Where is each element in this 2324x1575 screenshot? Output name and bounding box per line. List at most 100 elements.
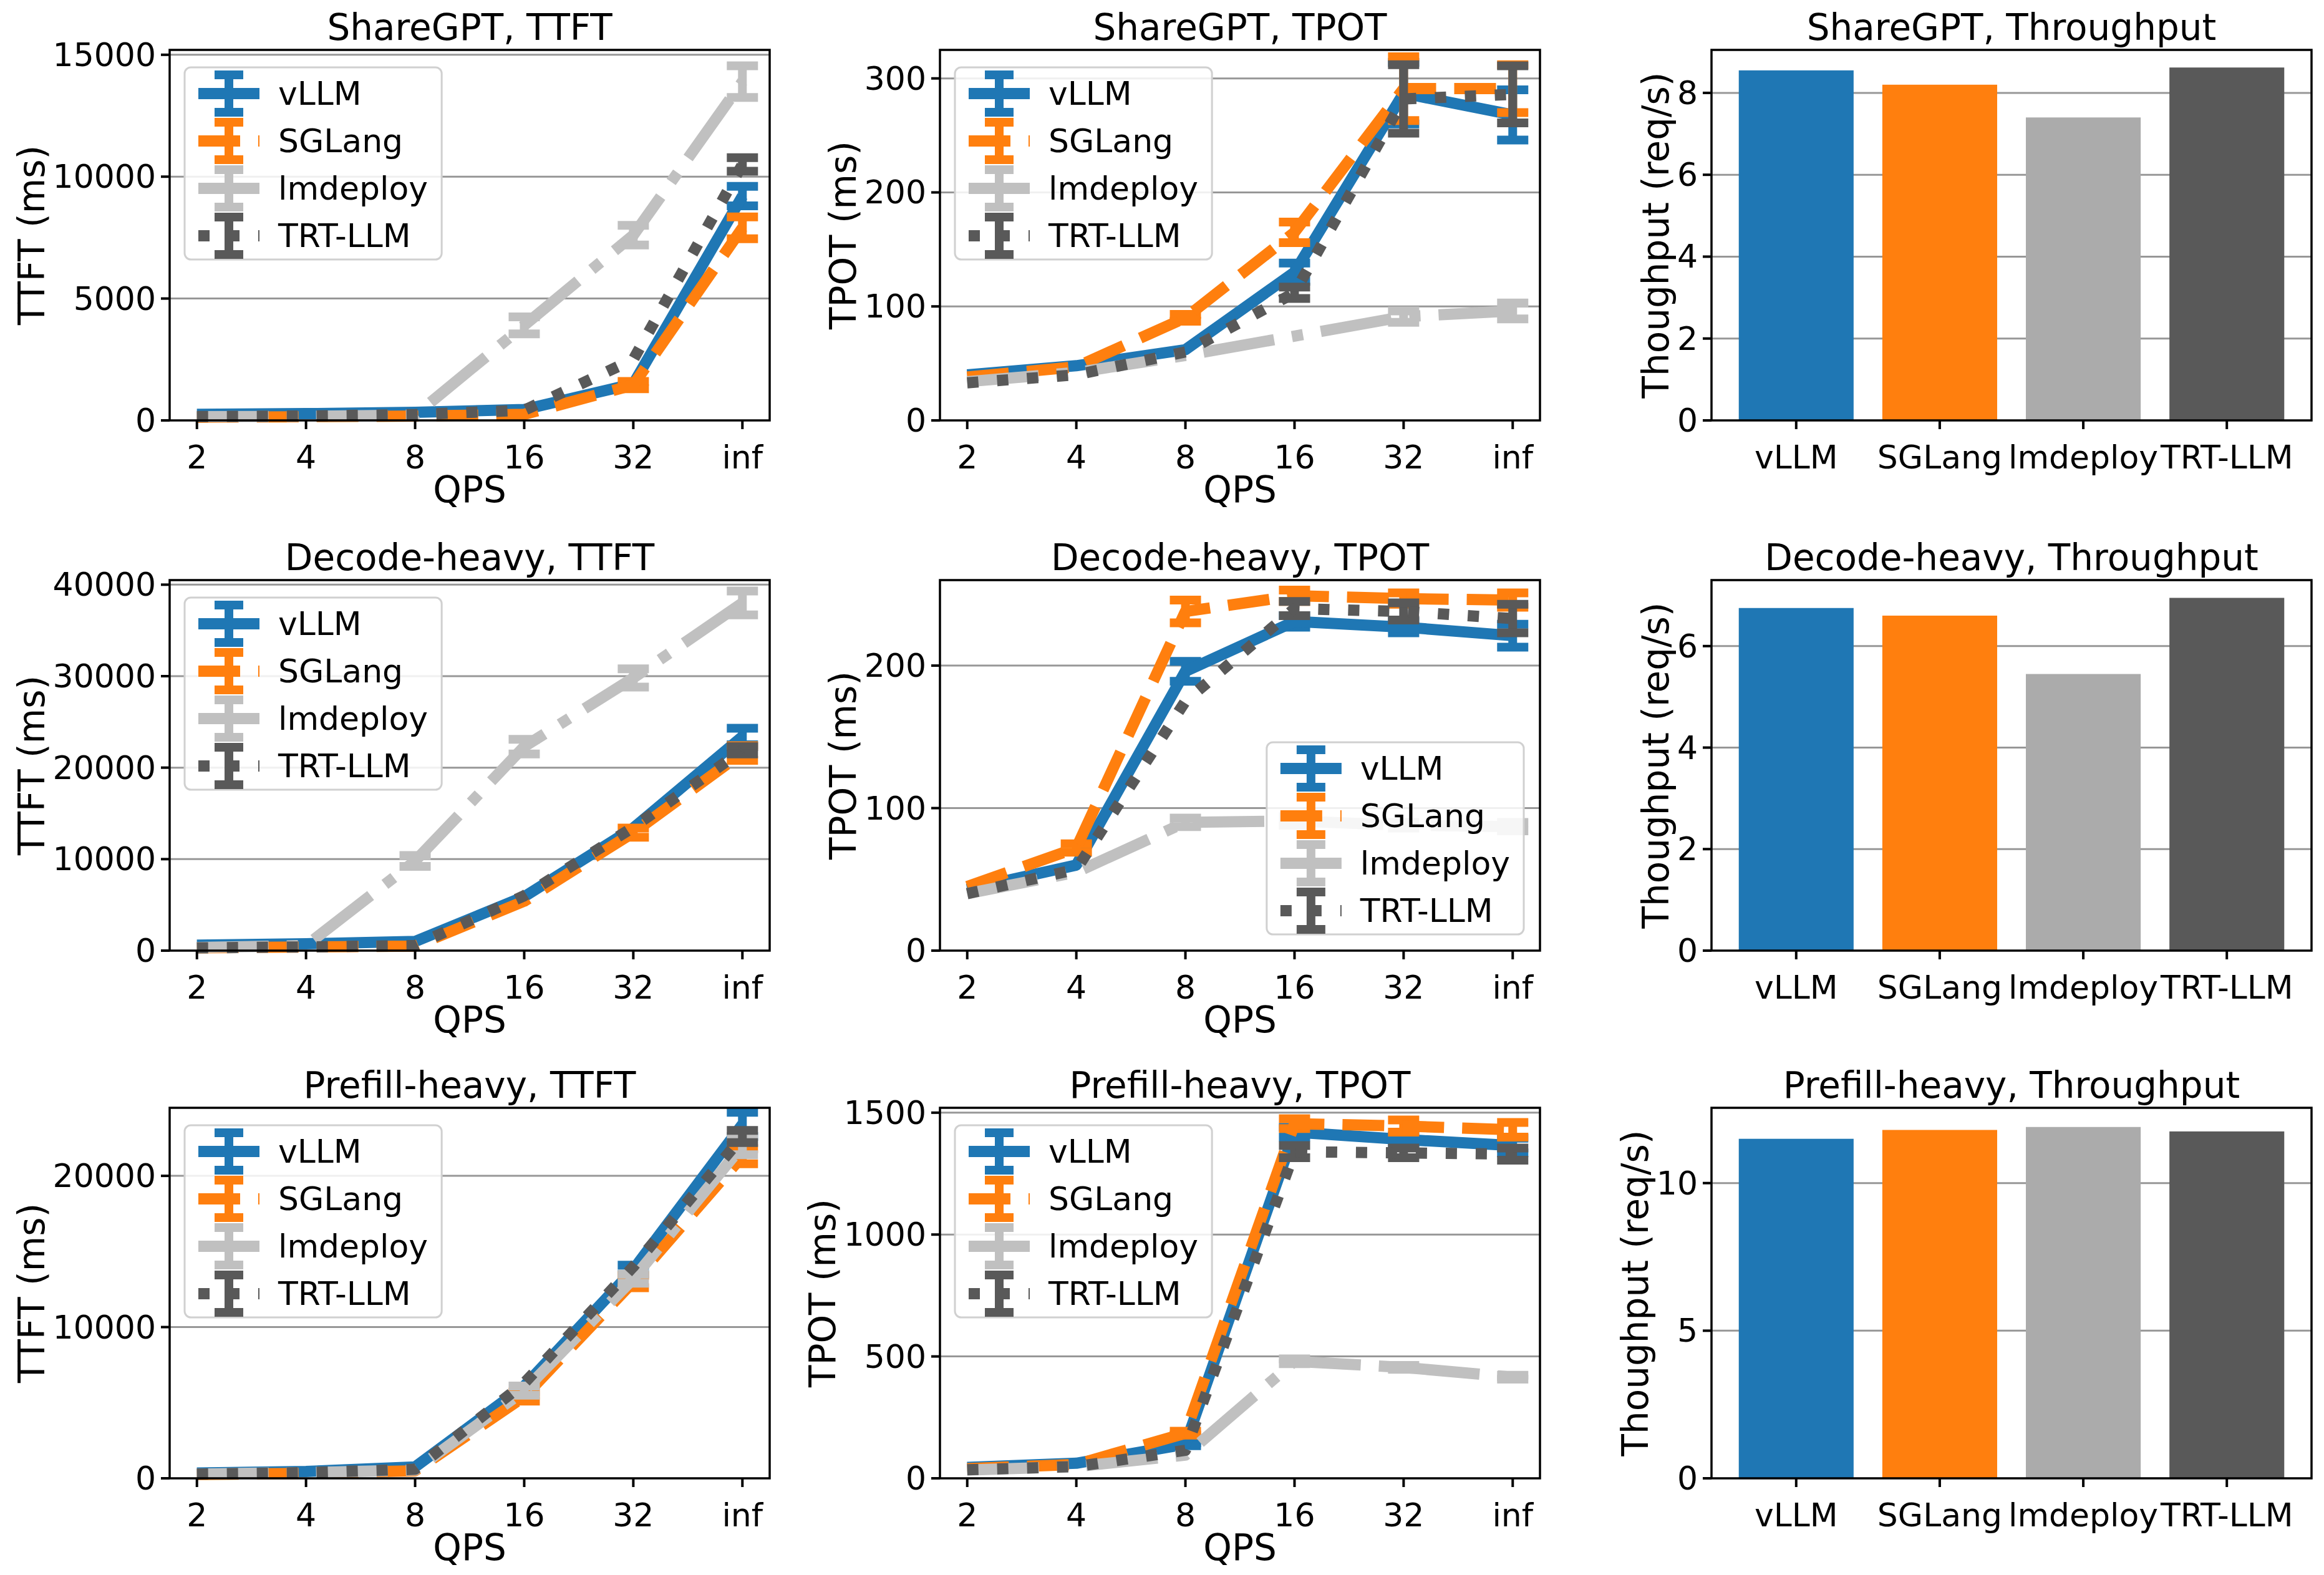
chart-title: ShareGPT, TPOT bbox=[1093, 6, 1387, 49]
x-axis-label: QPS bbox=[1203, 999, 1276, 1041]
x-tick-label: 16 bbox=[503, 1496, 545, 1534]
y-axis-label: TPOT (ms) bbox=[822, 671, 864, 860]
x-axis-label: QPS bbox=[433, 468, 506, 511]
legend: vLLM SGLang lmdeploy TRT-LLM bbox=[185, 67, 442, 259]
x-tick-label: inf bbox=[1492, 969, 1534, 1006]
y-tick-label: 20000 bbox=[53, 1157, 156, 1195]
bar-sglang bbox=[1882, 616, 1997, 951]
y-axis-label: Thoughput (req/s) bbox=[1614, 1130, 1657, 1457]
bar-lmdeploy bbox=[2026, 674, 2141, 951]
y-tick-label: 1500 bbox=[844, 1094, 926, 1132]
y-axis-label: TPOT (ms) bbox=[822, 141, 864, 330]
legend-label: lmdeploy bbox=[278, 1228, 428, 1265]
series-line bbox=[967, 1361, 1513, 1470]
y-tick-label: 0 bbox=[135, 1460, 156, 1497]
y-axis-label: TPOT (ms) bbox=[801, 1199, 844, 1388]
x-tick-label: 32 bbox=[612, 1496, 654, 1534]
y-axis-label: Thoughput (req/s) bbox=[1635, 72, 1677, 399]
y-tick-label: 0 bbox=[135, 932, 156, 969]
y-tick-label: 100 bbox=[864, 288, 926, 325]
x-tick-label: lmdeploy bbox=[2008, 439, 2158, 476]
chart-sharegpt-ttft: 0500010000150002481632infShareGPT, TTFTQ… bbox=[11, 6, 770, 511]
legend-label: lmdeploy bbox=[278, 170, 428, 207]
x-tick-label: inf bbox=[1492, 1496, 1534, 1534]
x-axis-label: QPS bbox=[433, 999, 506, 1041]
bar-vllm bbox=[1739, 608, 1854, 951]
y-tick-label: 4 bbox=[1677, 729, 1698, 767]
y-tick-label: 0 bbox=[906, 932, 926, 969]
bar-vllm bbox=[1739, 70, 1854, 420]
y-axis-label: TTFT (ms) bbox=[11, 145, 53, 326]
y-tick-label: 0 bbox=[906, 402, 926, 439]
x-tick-label: 4 bbox=[296, 969, 316, 1006]
y-tick-label: 100 bbox=[864, 790, 926, 827]
y-axis-label: TTFT (ms) bbox=[11, 1203, 53, 1384]
x-tick-label: 32 bbox=[612, 439, 654, 476]
chart-title: Decode-heavy, Throughput bbox=[1765, 536, 2259, 579]
y-axis-label: Thoughput (req/s) bbox=[1635, 603, 1677, 929]
x-tick-label: 4 bbox=[296, 1496, 316, 1534]
chart-decode-heavy-throughput: 0246vLLMSGLanglmdeployTRT-LLMDecode-heav… bbox=[1635, 536, 2312, 1006]
chart-title: Decode-heavy, TTFT bbox=[285, 536, 655, 579]
chart-title: Prefill-heavy, Throughput bbox=[1783, 1064, 2240, 1107]
x-tick-label: 8 bbox=[405, 439, 425, 476]
x-tick-label: TRT-LLM bbox=[2160, 439, 2293, 476]
legend-label: TRT-LLM bbox=[1360, 892, 1493, 929]
y-tick-label: 0 bbox=[1677, 402, 1698, 439]
y-tick-label: 10000 bbox=[53, 1309, 156, 1346]
legend: vLLMSGLanglmdeployTRT-LLM bbox=[185, 1125, 442, 1317]
legend-label: TRT-LLM bbox=[278, 217, 411, 254]
chart-sharegpt-tpot: 01002003002481632infShareGPT, TPOTQPSTPO… bbox=[822, 6, 1540, 511]
y-tick-label: 8 bbox=[1677, 74, 1698, 112]
y-tick-label: 200 bbox=[864, 647, 926, 684]
chart-decode-heavy-tpot: 01002002481632infDecode-heavy, TPOTQPSTP… bbox=[822, 536, 1540, 1041]
x-tick-label: inf bbox=[722, 969, 763, 1006]
x-tick-label: 16 bbox=[1274, 969, 1315, 1006]
x-tick-label: 16 bbox=[503, 439, 545, 476]
y-tick-label: 10 bbox=[1657, 1165, 1698, 1202]
legend-label: SGLang bbox=[1048, 122, 1173, 160]
x-tick-label: 16 bbox=[1274, 439, 1315, 476]
x-tick-label: lmdeploy bbox=[2008, 969, 2158, 1006]
x-tick-label: 32 bbox=[1383, 969, 1424, 1006]
x-tick-label: 32 bbox=[1383, 439, 1424, 476]
x-tick-label: TRT-LLM bbox=[2160, 969, 2293, 1006]
chart-decode-heavy-ttft: 0100002000030000400002481632infDecode-he… bbox=[11, 536, 770, 1041]
bar-sglang bbox=[1882, 1130, 1997, 1478]
y-tick-label: 0 bbox=[1677, 932, 1698, 969]
legend-label: vLLM bbox=[278, 75, 362, 112]
legend-label: lmdeploy bbox=[278, 700, 428, 737]
y-tick-label: 500 bbox=[864, 1338, 926, 1375]
legend-label: SGLang bbox=[278, 652, 403, 690]
bar-trt-llm bbox=[2169, 67, 2284, 420]
y-axis-label: TTFT (ms) bbox=[11, 676, 53, 856]
legend-label: SGLang bbox=[1360, 797, 1485, 835]
legend: vLLMSGLanglmdeployTRT-LLM bbox=[955, 67, 1212, 259]
legend-label: SGLang bbox=[278, 122, 403, 160]
x-tick-label: 8 bbox=[405, 1496, 425, 1534]
x-tick-label: 8 bbox=[1175, 439, 1196, 476]
legend: vLLMSGLanglmdeployTRT-LLM bbox=[1267, 742, 1524, 934]
chart-prefill-heavy-ttft: 010000200002481632infPrefill-heavy, TTFT… bbox=[11, 1064, 770, 1569]
y-tick-label: 10000 bbox=[53, 840, 156, 878]
y-tick-label: 20000 bbox=[53, 749, 156, 787]
y-tick-label: 5000 bbox=[74, 280, 156, 317]
y-tick-label: 40000 bbox=[53, 566, 156, 603]
bar-vllm bbox=[1739, 1139, 1854, 1478]
benchmark-figure: 0500010000150002481632infShareGPT, TTFTQ… bbox=[0, 0, 2324, 1575]
y-tick-label: 0 bbox=[906, 1460, 926, 1497]
legend-label: TRT-LLM bbox=[1048, 217, 1181, 254]
x-tick-label: 4 bbox=[296, 439, 316, 476]
x-tick-label: TRT-LLM bbox=[2160, 1496, 2293, 1534]
x-tick-label: 32 bbox=[612, 969, 654, 1006]
y-tick-label: 2 bbox=[1677, 320, 1698, 357]
y-tick-label: 10000 bbox=[53, 158, 156, 195]
y-tick-label: 15000 bbox=[53, 36, 156, 74]
x-tick-label: vLLM bbox=[1755, 969, 1838, 1006]
x-axis-label: QPS bbox=[1203, 1526, 1276, 1569]
y-tick-label: 5 bbox=[1677, 1312, 1698, 1349]
chart-prefill-heavy-tpot: 0500100015002481632infPrefill-heavy, TPO… bbox=[801, 1064, 1540, 1569]
y-tick-label: 30000 bbox=[53, 657, 156, 695]
legend-label: lmdeploy bbox=[1048, 170, 1198, 207]
y-tick-label: 1000 bbox=[844, 1216, 926, 1253]
